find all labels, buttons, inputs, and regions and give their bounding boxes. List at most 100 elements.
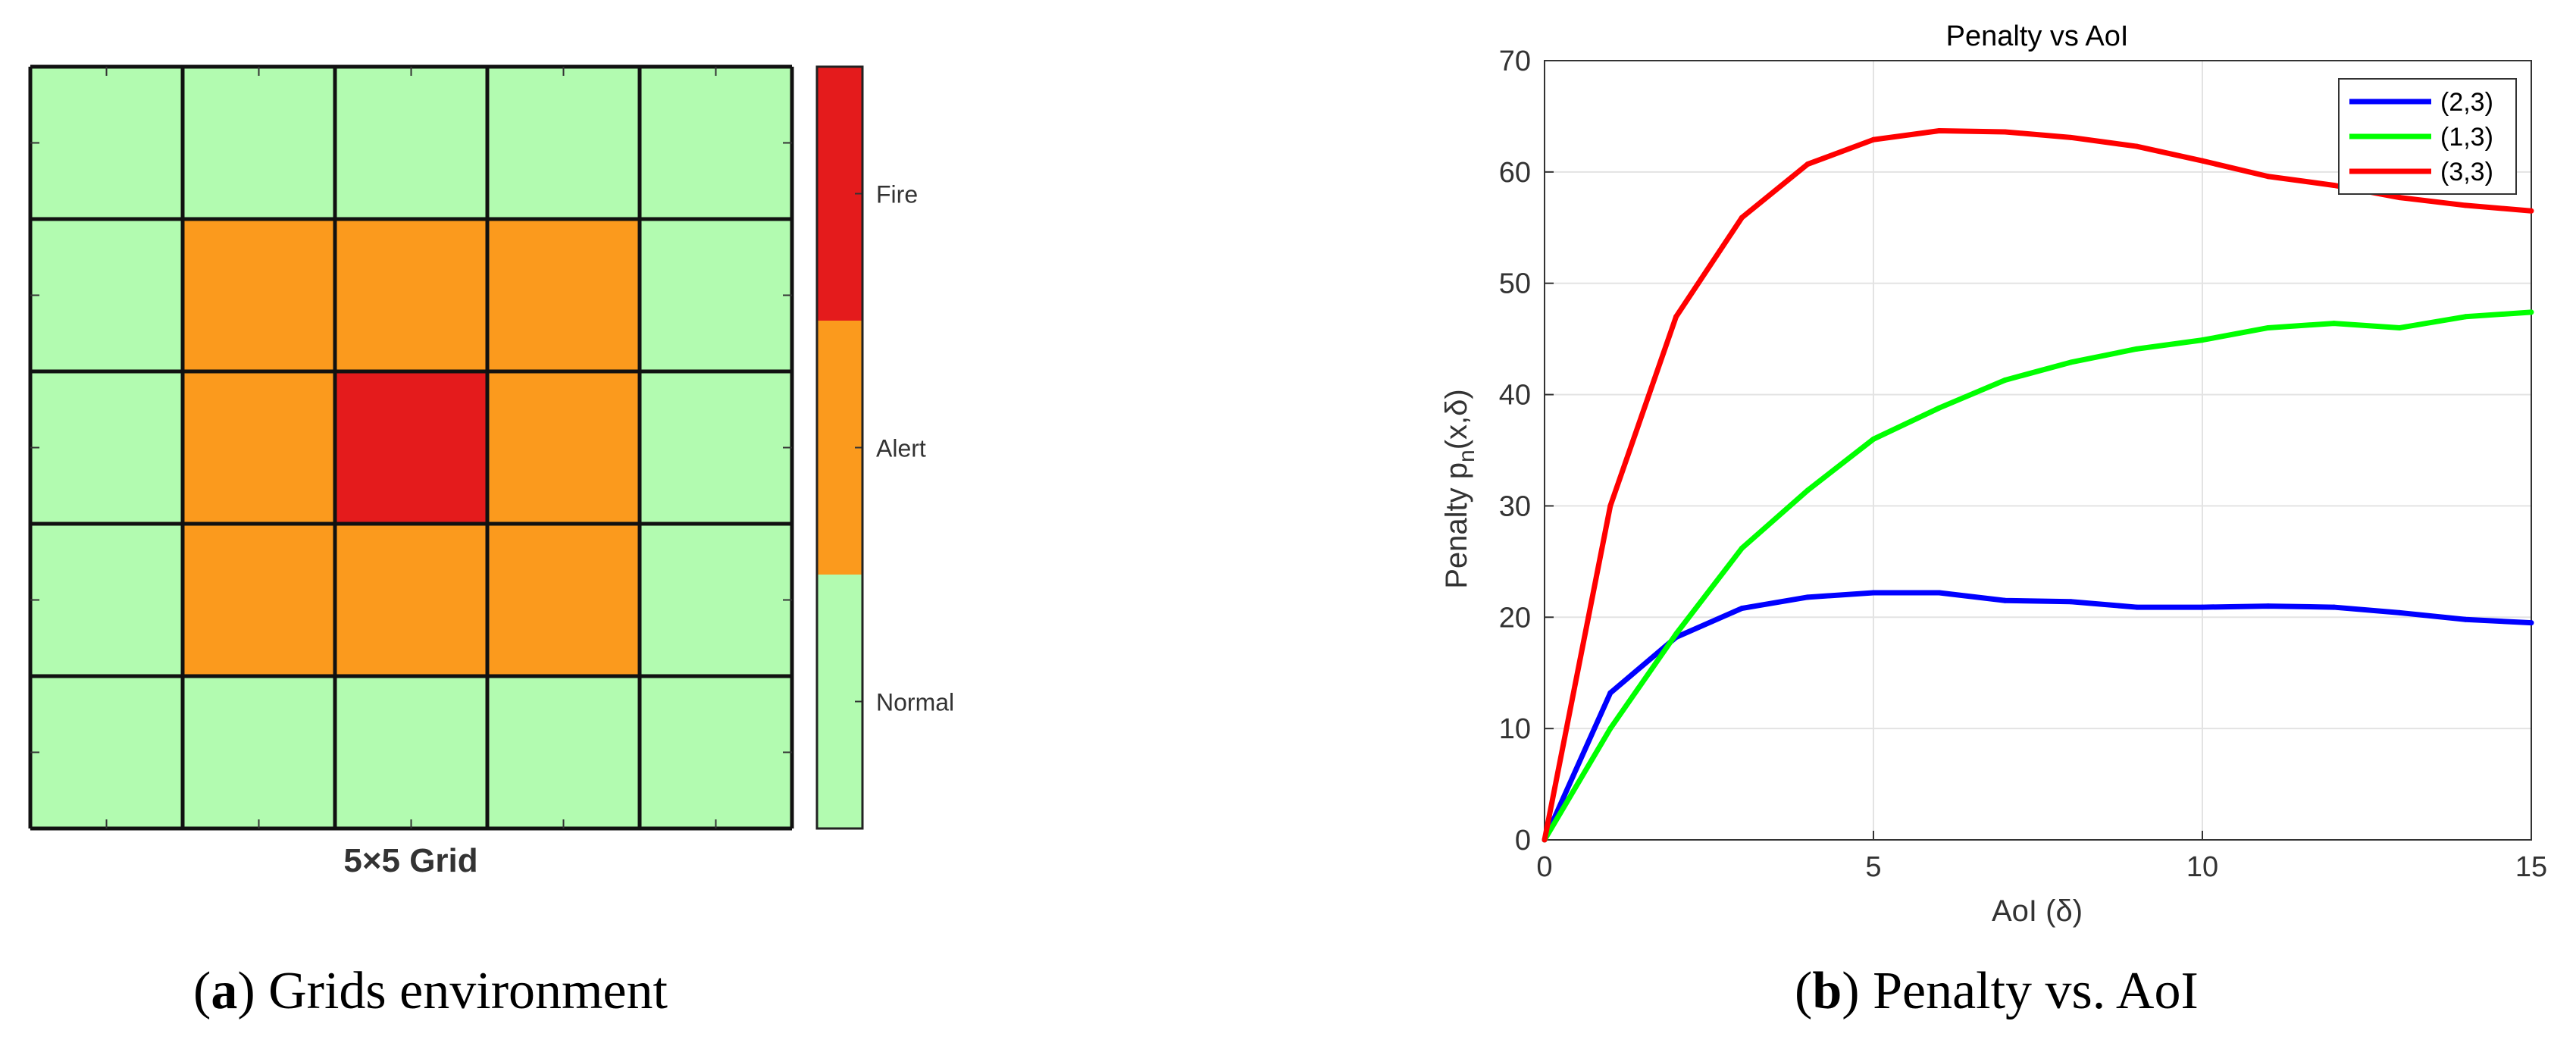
data-point-(3,3)	[2199, 158, 2205, 164]
grid-cell-r1-c4-normal	[640, 219, 792, 371]
grid-cell-r3-c2-alert	[335, 524, 487, 676]
caption-b-text: Penalty vs. AoI	[1873, 962, 2199, 1020]
data-point-(1,3)	[1804, 487, 1811, 493]
grid-cell-r0-c1-normal	[183, 67, 335, 219]
grid-cell-r4-c3-normal	[487, 676, 640, 828]
data-point-(2,3)	[1870, 590, 1876, 596]
data-point-(3,3)	[1607, 503, 1614, 509]
y-tick-label: 70	[1499, 45, 1531, 77]
x-tick-label: 15	[2515, 851, 2547, 883]
y-tick-label: 10	[1499, 713, 1531, 745]
data-point-(3,3)	[2133, 143, 2139, 149]
caption-a: (a) Grids environment	[193, 962, 668, 1020]
data-point-(2,3)	[2396, 609, 2402, 615]
y-tick-label: 30	[1499, 490, 1531, 522]
legend-label-(1,3): (1,3)	[2440, 123, 2493, 152]
grid-cell-r0-c4-normal	[640, 67, 792, 219]
data-point-(3,3)	[1804, 161, 1811, 168]
grid-cell-r0-c0-normal	[30, 67, 183, 219]
data-point-(2,3)	[2199, 604, 2205, 610]
legend-label-(3,3): (3,3)	[2440, 158, 2493, 186]
data-point-(1,3)	[1739, 545, 1745, 551]
data-point-(3,3)	[2331, 182, 2337, 188]
series-line-(2,3)	[1542, 590, 2532, 841]
grid-cell-r3-c1-alert	[183, 524, 335, 676]
grid-title: 5×5 Grid	[343, 842, 477, 879]
grid-cell-r4-c1-normal	[183, 676, 335, 828]
x-tick-label: 5	[1865, 851, 1881, 883]
colorbar-label-fire: Fire	[876, 181, 918, 208]
data-point-(3,3)	[2528, 208, 2534, 214]
data-point-(3,3)	[2396, 195, 2402, 201]
grid-cell-r3-c0-normal	[30, 524, 183, 676]
y-axis-label-main: Penalty p	[1440, 462, 1473, 589]
grid-cell-r1-c0-normal	[30, 219, 183, 371]
data-point-(1,3)	[2002, 377, 2008, 383]
data-point-(1,3)	[2396, 324, 2402, 330]
grid-cell-r1-c2-alert	[335, 219, 487, 371]
grid-cell-r4-c2-normal	[335, 676, 487, 828]
data-point-(1,3)	[2331, 321, 2337, 327]
colorbar-label-alert: Alert	[876, 435, 926, 462]
line-chart-title: Penalty vs AoI	[1946, 20, 2129, 52]
y-tick-label: 0	[1515, 825, 1531, 857]
grid-cell-r4-c4-normal	[640, 676, 792, 828]
data-point-(2,3)	[2133, 604, 2139, 610]
grid-cell-r2-c4-normal	[640, 371, 792, 524]
data-point-(2,3)	[2462, 616, 2468, 622]
y-tick-label: 20	[1499, 602, 1531, 634]
x-axis-label: AoI (δ)	[1992, 894, 2083, 928]
data-point-(1,3)	[2133, 346, 2139, 352]
data-point-(3,3)	[2067, 134, 2074, 140]
penalty-vs-aoi-panel: 0 5 10 15 0 10 20 30 40 50 60 70 Penalty vs AoI AoI…	[1440, 20, 2547, 928]
caption-a-text: Grids environment	[268, 962, 668, 1020]
x-tick-label: 0	[1536, 851, 1552, 883]
data-point-(2,3)	[1607, 690, 1614, 696]
data-point-(3,3)	[1936, 128, 1942, 134]
data-point-(2,3)	[2265, 603, 2271, 609]
colorbar-frame	[815, 65, 864, 830]
grid-cell-r1-c3-alert	[487, 219, 640, 371]
data-point-(1,3)	[1607, 725, 1614, 731]
data-point-(3,3)	[1542, 837, 1548, 843]
data-point-(1,3)	[1870, 436, 1876, 442]
data-point-(2,3)	[2067, 599, 2074, 605]
grid-cell-r3-c4-normal	[640, 524, 792, 676]
grid-cell-r0-c2-normal	[335, 67, 487, 219]
data-point-(3,3)	[2002, 129, 2008, 135]
colorbar-label-normal: Normal	[876, 689, 954, 716]
caption-a-letter: a	[211, 962, 238, 1020]
grid-cell-r2-c1-alert	[183, 371, 335, 524]
grid-cell-r2-c0-normal	[30, 371, 183, 524]
caption-b: (b) Penalty vs. AoI	[1795, 962, 2199, 1020]
data-point-(2,3)	[2528, 620, 2534, 626]
data-point-(3,3)	[1870, 136, 1876, 143]
data-point-(1,3)	[2528, 309, 2534, 315]
grid-cell-r1-c1-alert	[183, 219, 335, 371]
data-point-(1,3)	[1936, 405, 1942, 411]
y-axis-label: Penalty pn(x,δ)	[1440, 389, 1479, 589]
data-point-(3,3)	[1739, 215, 1745, 221]
data-point-(2,3)	[1739, 606, 1745, 612]
legend-label-(2,3): (2,3)	[2440, 88, 2493, 117]
data-point-(3,3)	[1673, 314, 1679, 320]
y-tick-label: 60	[1499, 157, 1531, 189]
x-tick-label: 10	[2186, 851, 2218, 883]
y-tick-label: 50	[1499, 268, 1531, 300]
grid-cell-r2-c3-alert	[487, 371, 640, 524]
data-point-(2,3)	[1936, 590, 1942, 596]
grid-cell-r2-c2-fire	[335, 371, 487, 524]
data-point-(2,3)	[1804, 594, 1811, 600]
data-point-(1,3)	[2265, 324, 2271, 330]
series-line-(1,3)	[1542, 309, 2532, 841]
grid-cell-r4-c0-normal	[30, 676, 183, 828]
grid-cell-r0-c3-normal	[487, 67, 640, 219]
grid-cell-r3-c3-alert	[487, 524, 640, 676]
plot-frame	[1544, 60, 2532, 841]
data-point-(2,3)	[2002, 597, 2008, 603]
data-point-(1,3)	[2199, 337, 2205, 343]
y-axis-label-subscript: n	[1454, 449, 1479, 462]
grid-environment-panel: 5×5 Grid Fire Alert Normal	[28, 64, 954, 879]
data-point-(2,3)	[2331, 604, 2337, 610]
